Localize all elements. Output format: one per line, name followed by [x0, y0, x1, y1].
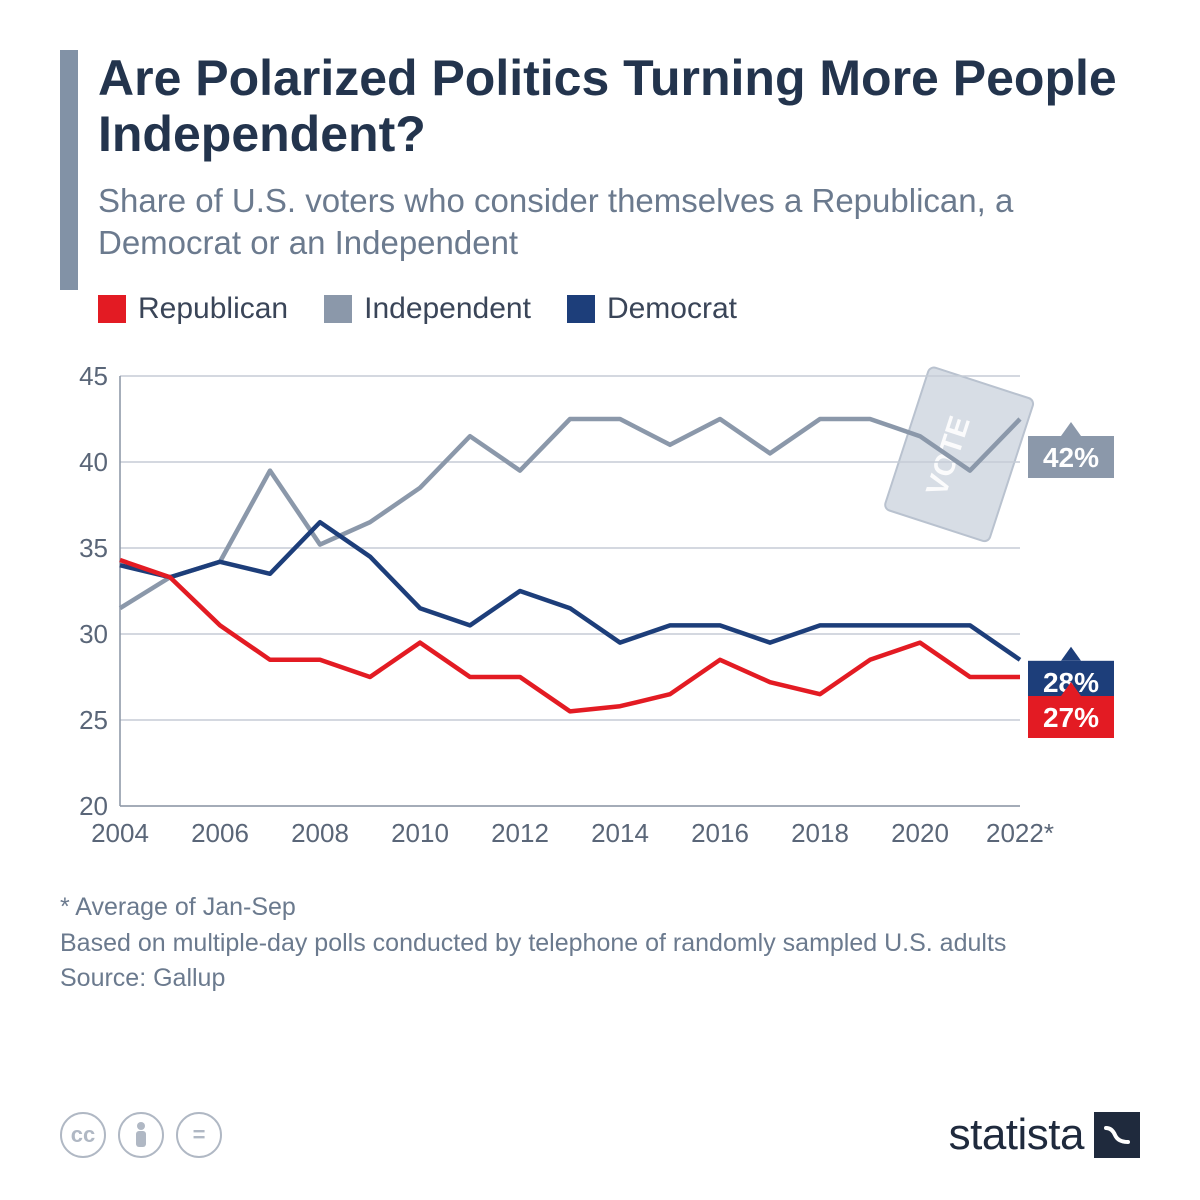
legend: Republican Independent Democrat	[98, 292, 1140, 326]
footnote-line: Source: Gallup	[60, 961, 1140, 997]
x-axis-label: 2012	[491, 818, 549, 848]
y-axis-label: 25	[79, 705, 108, 735]
line-chart: VOTE 20 25 30 35 40 45 2004 2006 2008 2010 2012 2014…	[60, 356, 1140, 856]
end-label-pointer	[1061, 647, 1081, 661]
y-axis-label: 35	[79, 533, 108, 563]
series-republican	[120, 561, 1020, 712]
x-axis-label: 2016	[691, 818, 749, 848]
chart-title: Are Polarized Politics Turning More Peop…	[98, 50, 1140, 162]
x-axis-label: 2018	[791, 818, 849, 848]
accent-bar	[60, 50, 78, 290]
footer: cc = statista	[60, 1110, 1140, 1160]
x-axis-label: 2008	[291, 818, 349, 848]
x-axis-label: 2006	[191, 818, 249, 848]
series-democrat	[120, 523, 1020, 661]
footnote-line: Based on multiple-day polls conducted by…	[60, 926, 1140, 962]
nd-icon: =	[176, 1112, 222, 1158]
y-axis-label: 20	[79, 791, 108, 821]
x-axis-label: 2010	[391, 818, 449, 848]
end-label-republican: 27%	[1043, 702, 1099, 733]
license-icons: cc =	[60, 1112, 222, 1158]
legend-item-republican: Republican	[98, 292, 288, 326]
x-axis-label: 2022*	[986, 818, 1054, 848]
brand-icon	[1094, 1112, 1140, 1158]
legend-label: Republican	[138, 292, 288, 326]
brand-text: statista	[949, 1110, 1084, 1160]
legend-swatch-republican	[98, 295, 126, 323]
y-axis-label: 45	[79, 361, 108, 391]
footnotes: * Average of Jan-Sep Based on multiple-d…	[60, 890, 1140, 997]
footnote-line: * Average of Jan-Sep	[60, 890, 1140, 926]
vote-ballot-icon: VOTE	[884, 366, 1035, 543]
by-icon	[118, 1112, 164, 1158]
legend-swatch-democrat	[567, 295, 595, 323]
end-label-pointer	[1061, 422, 1081, 436]
legend-label: Democrat	[607, 292, 737, 326]
cc-icon: cc	[60, 1112, 106, 1158]
legend-label: Independent	[364, 292, 531, 326]
legend-item-independent: Independent	[324, 292, 531, 326]
legend-item-democrat: Democrat	[567, 292, 737, 326]
x-axis-label: 2004	[91, 818, 149, 848]
x-axis-label: 2020	[891, 818, 949, 848]
legend-swatch-independent	[324, 295, 352, 323]
chart-subtitle: Share of U.S. voters who consider themse…	[98, 180, 1140, 264]
y-axis-label: 30	[79, 619, 108, 649]
x-axis-label: 2014	[591, 818, 649, 848]
header: Are Polarized Politics Turning More Peop…	[98, 50, 1140, 264]
series-independent	[120, 419, 1020, 608]
end-label-independent: 42%	[1043, 442, 1099, 473]
statista-logo: statista	[949, 1110, 1140, 1160]
y-axis-label: 40	[79, 447, 108, 477]
chart-area: VOTE 20 25 30 35 40 45 2004 2006 2008 2010 2012 2014…	[60, 356, 1140, 856]
